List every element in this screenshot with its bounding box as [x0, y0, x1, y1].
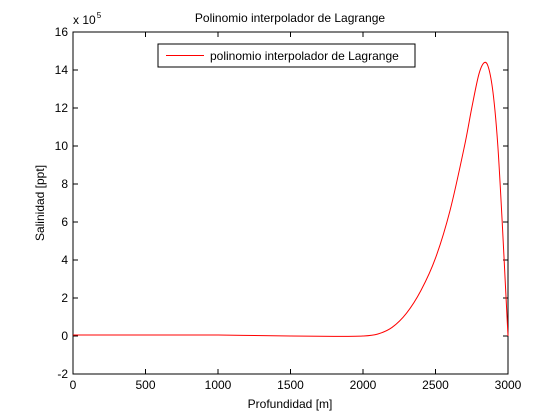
chart-title: Polinomio interpolador de Lagrange [195, 11, 385, 25]
x-tick-label: 1500 [277, 378, 304, 392]
y-axis-label: Salinidad [ppt] [33, 165, 47, 241]
y-tick-label: 16 [55, 25, 69, 39]
x-tick-label: 2500 [422, 378, 449, 392]
y-multiplier-base: x 10 [73, 13, 96, 27]
x-tick-label: 1000 [205, 378, 232, 392]
x-tick-label: 0 [70, 378, 77, 392]
y-axis-multiplier: x 105 [73, 11, 102, 27]
x-tick-label: 3000 [495, 378, 522, 392]
y-tick-label: 12 [55, 101, 69, 115]
series-layer [73, 61, 509, 337]
y-tick-label: -2 [57, 367, 68, 381]
y-tick-label: 4 [61, 253, 68, 267]
y-tick-label: 0 [61, 329, 68, 343]
legend: polinomio interpolador de Lagrange [157, 43, 416, 68]
legend-box [157, 43, 416, 68]
y-tick-label: 14 [55, 63, 69, 77]
y-multiplier-exponent: 5 [97, 11, 102, 20]
x-tick-label: 500 [135, 378, 155, 392]
y-tick-label: 10 [55, 139, 69, 153]
legend-label: polinomio interpolador de Lagrange [210, 49, 399, 63]
series-line [73, 61, 509, 337]
y-tick-label: 2 [61, 291, 68, 305]
x-axis-label: Profundidad [m] [248, 397, 333, 411]
y-tick-label: 6 [61, 215, 68, 229]
x-tick-label: 2000 [350, 378, 377, 392]
y-tick-label: 8 [61, 177, 68, 191]
plot-area [72, 31, 509, 375]
